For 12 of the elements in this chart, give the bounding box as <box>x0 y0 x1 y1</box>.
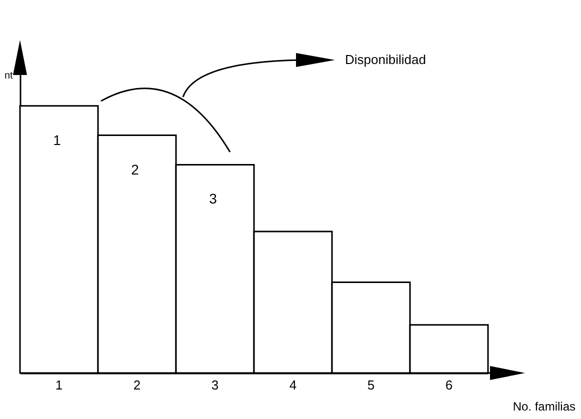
annotation: 1 <box>53 132 62 148</box>
annotation: 3 <box>209 190 218 207</box>
x-tick-label: 6 <box>445 378 453 392</box>
text: Disponibilidad <box>345 52 426 67</box>
x-tick-label: 2 <box>133 378 141 392</box>
x-tick-label: 3 <box>211 378 219 392</box>
annotation: 2 <box>131 161 140 178</box>
x-tick-label: 1 <box>55 378 63 392</box>
y-axis-title: nt <box>4 70 14 82</box>
x-axis-title: No. familias <box>512 400 576 414</box>
x-tick-label: 4 <box>289 378 297 392</box>
x-tick-label: 5 <box>367 378 375 392</box>
